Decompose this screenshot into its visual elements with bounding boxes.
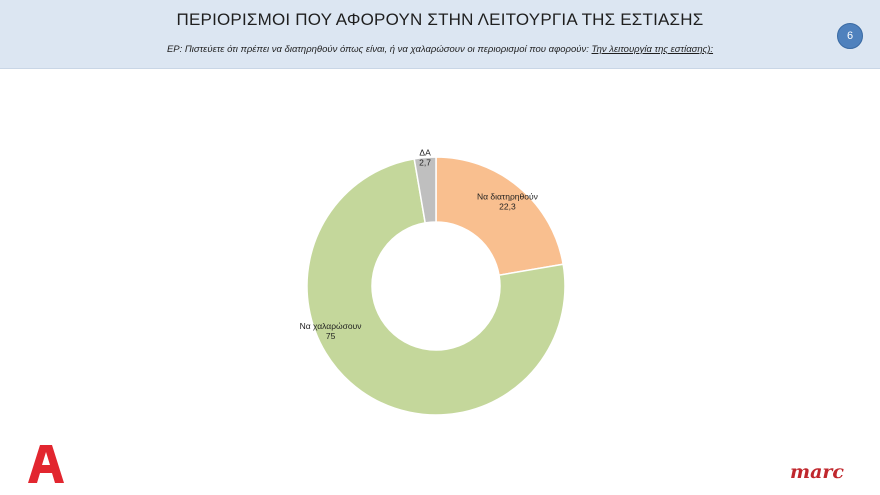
page-number-badge: 6 <box>837 23 863 49</box>
page-title: ΠΕΡΙΟΡΙΣΜΟΙ ΠΟΥ ΑΦΟΡΟΥΝ ΣΤΗΝ ΛΕΙΤΟΥΡΓΙΑ … <box>176 10 704 29</box>
slice-category-label-2: ΔΑ <box>419 147 431 157</box>
header-bar: ΠΕΡΙΟΡΙΣΜΟΙ ΠΟΥ ΑΦΟΡΟΥΝ ΣΤΗΝ ΛΕΙΤΟΥΡΓΙΑ … <box>0 0 880 69</box>
donut-slice-0 <box>435 156 565 277</box>
question-subtitle: ΕΡ: Πιστεύετε ότι πρέπει να διατηρηθούν … <box>0 44 880 55</box>
slice-value-label-0: 22,3 <box>499 201 516 211</box>
slice-category-label-1: Να χαλαρώσουν <box>300 321 362 331</box>
question-topic: Την λειτουργία της εστίασης): <box>591 44 714 55</box>
donut-slice-2 <box>413 156 437 224</box>
slice-category-label-0: Να διατηρηθούν <box>477 191 538 201</box>
donut-slices <box>306 156 566 416</box>
donut-slice-1 <box>306 157 566 416</box>
slice-value-label-2: 2,7 <box>419 157 431 167</box>
question-text: ΕΡ: Πιστεύετε ότι πρέπει να διατηρηθούν … <box>166 44 592 55</box>
slice-value-label-1: 75 <box>326 331 336 341</box>
marc-logo: marc <box>790 461 844 483</box>
alpha-logo-icon <box>28 445 64 483</box>
